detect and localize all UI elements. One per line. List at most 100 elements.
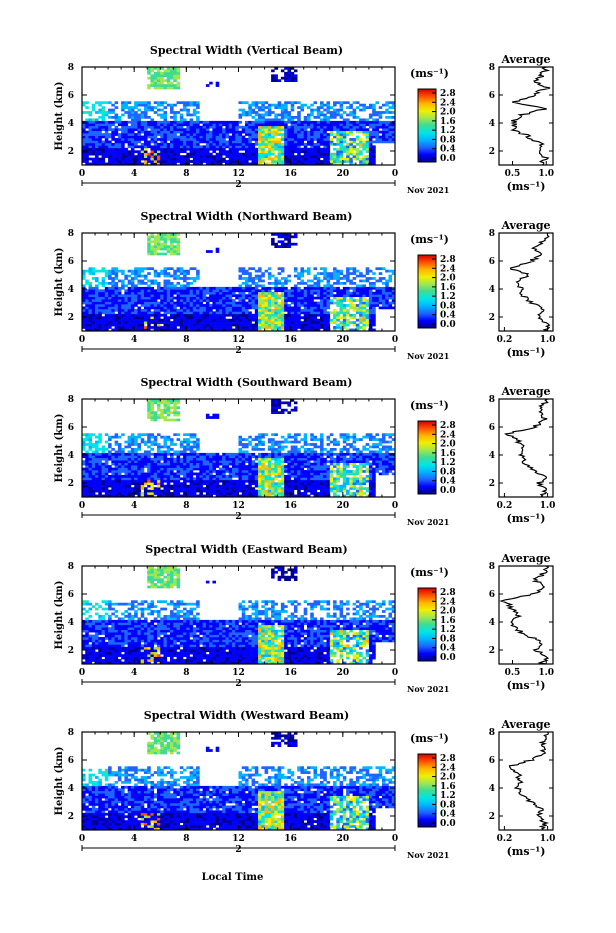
heatmap-cell — [154, 302, 158, 305]
heatmap-cell — [307, 143, 311, 146]
heatmap-cell — [294, 150, 298, 153]
heatmap-cell — [154, 411, 158, 414]
heatmap-cell — [252, 158, 256, 161]
heatmap-cell — [307, 302, 311, 305]
heatmap-cell — [115, 294, 119, 297]
heatmap-cell — [147, 468, 151, 471]
heatmap-cell — [150, 411, 154, 414]
heatmap-cell — [203, 153, 207, 156]
heatmap-cell — [131, 436, 135, 439]
heatmap-cell — [190, 104, 194, 107]
heatmap-cell — [225, 292, 229, 295]
heatmap-cell — [320, 155, 324, 158]
heatmap-cell — [258, 292, 262, 295]
heatmap-cell — [235, 297, 239, 300]
heatmap-cell — [115, 284, 119, 287]
heatmap-cell — [160, 475, 164, 478]
heatmap-cell — [248, 275, 252, 278]
heatmap-cell — [183, 307, 187, 310]
heatmap-cell — [183, 155, 187, 158]
heatmap-cell — [199, 160, 203, 163]
heatmap-cell — [199, 299, 203, 302]
heatmap-cell — [235, 289, 239, 292]
heatmap-cell — [157, 72, 161, 75]
heatmap-cell — [196, 155, 200, 158]
heatmap-cell — [190, 150, 194, 153]
heatmap-cell — [372, 282, 376, 285]
heatmap-cell — [212, 302, 216, 305]
heatmap-cell — [281, 299, 285, 302]
heatmap-cell — [196, 270, 200, 273]
heatmap-cell — [170, 485, 174, 488]
heatmap-cell — [258, 324, 262, 327]
heatmap-cell — [85, 118, 89, 121]
heatmap-cell — [118, 299, 122, 302]
heatmap-cell — [131, 487, 135, 490]
heatmap-cell — [134, 101, 138, 104]
heatmap-cell — [124, 319, 128, 322]
heatmap-cell — [95, 487, 99, 490]
x-tick-label: 16 — [284, 169, 297, 179]
heatmap-cell — [144, 114, 148, 117]
heatmap-cell — [343, 287, 347, 290]
heatmap-cell — [177, 277, 181, 280]
heatmap-cell — [343, 309, 347, 312]
heatmap-cell — [333, 128, 337, 131]
heatmap-cell — [115, 145, 119, 148]
heatmap-cell — [180, 136, 184, 139]
heatmap-cell — [372, 309, 376, 312]
heatmap-cell — [124, 470, 128, 473]
heatmap-cell — [281, 307, 285, 310]
heatmap-cell — [261, 287, 265, 290]
heatmap-cell — [252, 155, 256, 158]
heatmap-cell — [222, 150, 226, 153]
heatmap-cell — [340, 282, 344, 285]
heatmap-cell — [281, 289, 285, 292]
heatmap-cell — [85, 436, 89, 439]
heatmap-cell — [150, 160, 154, 163]
heatmap-cell — [346, 309, 350, 312]
heatmap-cell — [235, 133, 239, 136]
heatmap-cell — [278, 123, 282, 126]
heatmap-cell — [131, 307, 135, 310]
heatmap-cell — [183, 302, 187, 305]
heatmap-cell — [164, 314, 168, 317]
x-tick-label: 4 — [131, 169, 137, 179]
heatmap-cell — [147, 267, 151, 270]
heatmap-cell — [346, 153, 350, 156]
heatmap-cell — [258, 155, 262, 158]
heatmap-cell — [180, 123, 184, 126]
heatmap-cell — [183, 101, 187, 104]
heatmap-cell — [95, 101, 99, 104]
heatmap-cell — [310, 158, 314, 161]
heatmap-cell — [154, 401, 158, 404]
heatmap-cell — [124, 101, 128, 104]
heatmap-cell — [167, 482, 171, 485]
heatmap-cell — [359, 319, 363, 322]
heatmap-cell — [278, 150, 282, 153]
heatmap-cell — [173, 297, 177, 300]
heatmap-cell — [147, 253, 151, 256]
heatmap-cell — [291, 121, 295, 124]
heatmap-cell — [245, 160, 249, 163]
heatmap-cell — [141, 123, 145, 126]
heatmap-cell — [287, 304, 291, 307]
heatmap-cell — [85, 155, 89, 158]
heatmap-cell — [164, 84, 168, 87]
heatmap-cell — [313, 314, 317, 317]
heatmap-cell — [105, 289, 109, 292]
heatmap-cell — [242, 299, 246, 302]
heatmap-cell — [245, 307, 249, 310]
heatmap-cell — [167, 297, 171, 300]
heatmap-cell — [300, 126, 304, 129]
heatmap-cell — [160, 116, 164, 119]
heatmap-cell — [382, 131, 386, 134]
heatmap-cell — [150, 253, 154, 256]
heatmap-cell — [147, 446, 151, 449]
heatmap-cell — [92, 450, 96, 453]
heatmap-cell — [115, 101, 119, 104]
heatmap-cell — [271, 294, 275, 297]
heatmap-cell — [92, 473, 96, 476]
heatmap-cell — [327, 104, 331, 107]
heatmap-cell — [154, 289, 158, 292]
